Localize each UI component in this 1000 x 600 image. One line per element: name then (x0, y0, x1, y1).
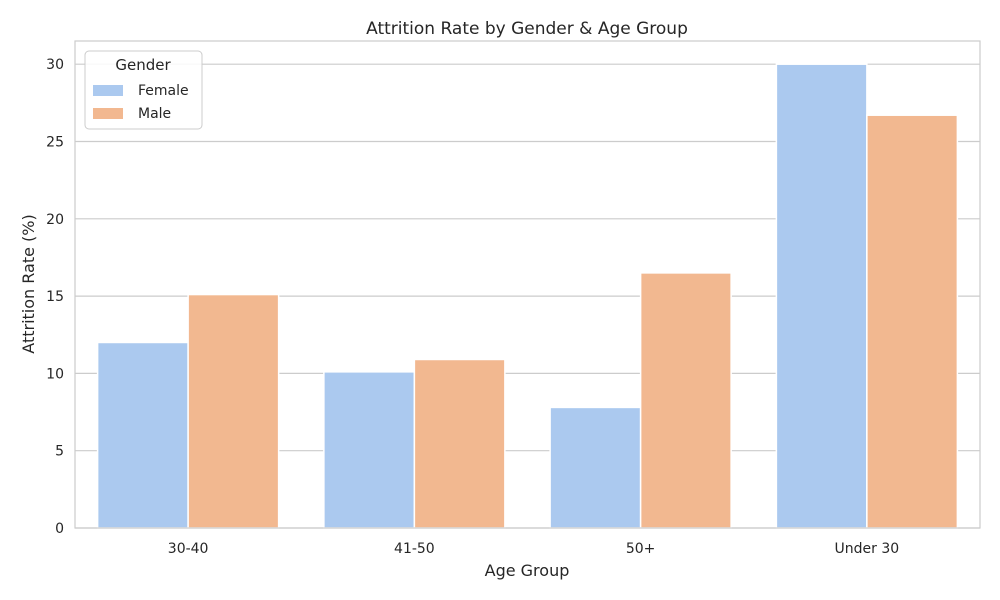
bar-female-1 (323, 371, 416, 529)
x-tick-label: Under 30 (835, 541, 900, 557)
legend-title: Gender (115, 56, 171, 74)
x-tick-label: 41-50 (394, 541, 435, 557)
x-tick-labels: 30-40 41-50 50+ Under 30 (168, 541, 899, 557)
y-tick-label: 10 (46, 366, 64, 382)
y-tick-label: 20 (46, 212, 64, 228)
bar-male-1 (413, 358, 506, 529)
bars (96, 63, 959, 529)
legend-label-female: Female (138, 83, 189, 99)
x-axis-label: Age Group (485, 561, 570, 580)
x-tick-label: 30-40 (168, 541, 209, 557)
bar-male-2 (639, 272, 732, 529)
y-axis-label: Attrition Rate (%) (19, 214, 38, 353)
y-tick-label: 30 (46, 57, 64, 73)
bar-male-3 (866, 114, 959, 529)
legend-label-male: Male (138, 106, 171, 122)
x-tick-label: 50+ (626, 541, 656, 557)
y-tick-label: 25 (46, 134, 64, 150)
legend: Gender Female Male (84, 50, 203, 130)
bar-female-0 (96, 341, 189, 529)
y-tick-label: 15 (46, 289, 64, 305)
bar-female-3 (775, 63, 868, 529)
bar-female-2 (549, 406, 642, 529)
plot-frame (74, 40, 981, 529)
legend-swatch-male (93, 108, 123, 119)
y-tick-labels: 0 5 10 15 20 25 30 (46, 57, 64, 537)
bar-male-0 (187, 293, 280, 529)
legend-swatch-female (93, 85, 123, 96)
y-tick-label: 0 (55, 521, 64, 537)
y-tick-label: 5 (55, 444, 64, 460)
chart-title: Attrition Rate by Gender & Age Group (366, 19, 688, 39)
